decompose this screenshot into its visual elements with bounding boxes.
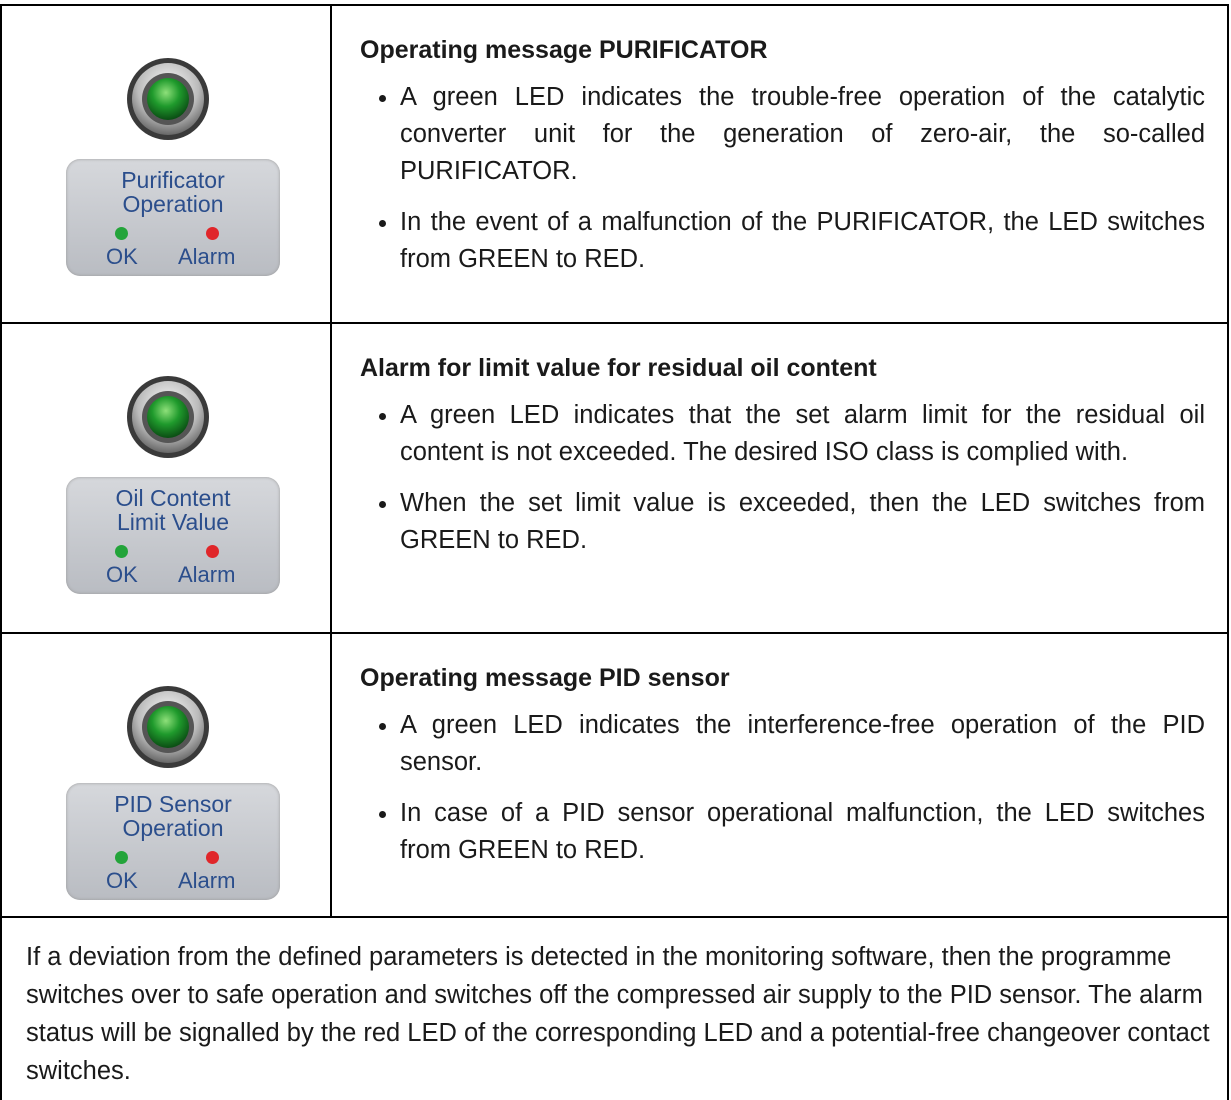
- ok-dot: [115, 545, 128, 558]
- led-icon: [127, 58, 209, 140]
- ok-dot: [115, 227, 128, 240]
- status-panel: PID Sensor Operation OK Alarm: [66, 783, 280, 900]
- led-icon: [127, 376, 209, 458]
- led: [125, 56, 211, 147]
- table-row: PID Sensor Operation OK Alarm Operating mess…: [2, 634, 1227, 918]
- table-row: Oil Content Limit Value OK Alarm Alarm for l…: [2, 324, 1227, 634]
- bullet: A green LED indicates that the set alarm…: [400, 397, 1205, 471]
- bullet-list: A green LED indicates that the set alarm…: [360, 397, 1205, 559]
- footer-text: If a deviation from the defined paramete…: [26, 943, 1210, 1085]
- text-cell: Alarm for limit value for residual oil c…: [332, 324, 1227, 632]
- ok-dot: [115, 851, 128, 864]
- text-cell: Operating message PURIFICATOR A green LED…: [332, 6, 1227, 322]
- alarm-label: Alarm: [178, 868, 236, 893]
- panel-label: Operation: [122, 191, 224, 217]
- icon-cell: Oil Content Limit Value OK Alarm: [2, 324, 332, 632]
- heading: Operating message PID sensor: [360, 664, 730, 692]
- document-table: If a deviation from the defined paramete…: [0, 4, 1229, 1100]
- alarm-dot: [206, 545, 219, 558]
- bullet: In the event of a malfunction of the PUR…: [400, 204, 1205, 278]
- panel-label: Oil Content: [115, 485, 231, 511]
- bullet: A green LED indicates the interference-f…: [400, 707, 1205, 781]
- status-panel: Purificator Operation OK Alarm: [66, 159, 280, 276]
- icon-cell: Purificator Operation OK Alarm: [2, 6, 332, 322]
- table-row: Purificator Operation OK Alarm Operating mes…: [2, 6, 1227, 324]
- bullet: When the set limit value is exceeded, th…: [400, 485, 1205, 559]
- panel-label: Purificator: [121, 167, 225, 193]
- alarm-dot: [206, 227, 219, 240]
- text-cell: Operating message PID sensor A green LED …: [332, 634, 1227, 916]
- heading: Operating message PURIFICATOR: [360, 36, 768, 64]
- ok-label: OK: [106, 244, 138, 269]
- led-icon: [127, 686, 209, 768]
- panel-label: Operation: [122, 815, 224, 841]
- icon-cell: PID Sensor Operation OK Alarm: [2, 634, 332, 916]
- bullet-list: A green LED indicates the interference-f…: [360, 707, 1205, 869]
- bullet: A green LED indicates the trouble-free o…: [400, 79, 1205, 190]
- ok-label: OK: [106, 562, 138, 587]
- led: [125, 684, 211, 775]
- bullet-list: A green LED indicates the trouble-free o…: [360, 79, 1205, 278]
- alarm-dot: [206, 851, 219, 864]
- alarm-label: Alarm: [178, 562, 236, 587]
- heading: Alarm for limit value for residual oil c…: [360, 354, 877, 382]
- panel-label: PID Sensor: [114, 791, 232, 817]
- panel-label: Limit Value: [116, 509, 230, 535]
- alarm-label: Alarm: [178, 244, 236, 269]
- led: [125, 374, 211, 465]
- ok-label: OK: [106, 868, 138, 893]
- bullet: In case of a PID sensor operational malf…: [400, 795, 1205, 869]
- status-panel: Oil Content Limit Value OK Alarm: [66, 477, 280, 594]
